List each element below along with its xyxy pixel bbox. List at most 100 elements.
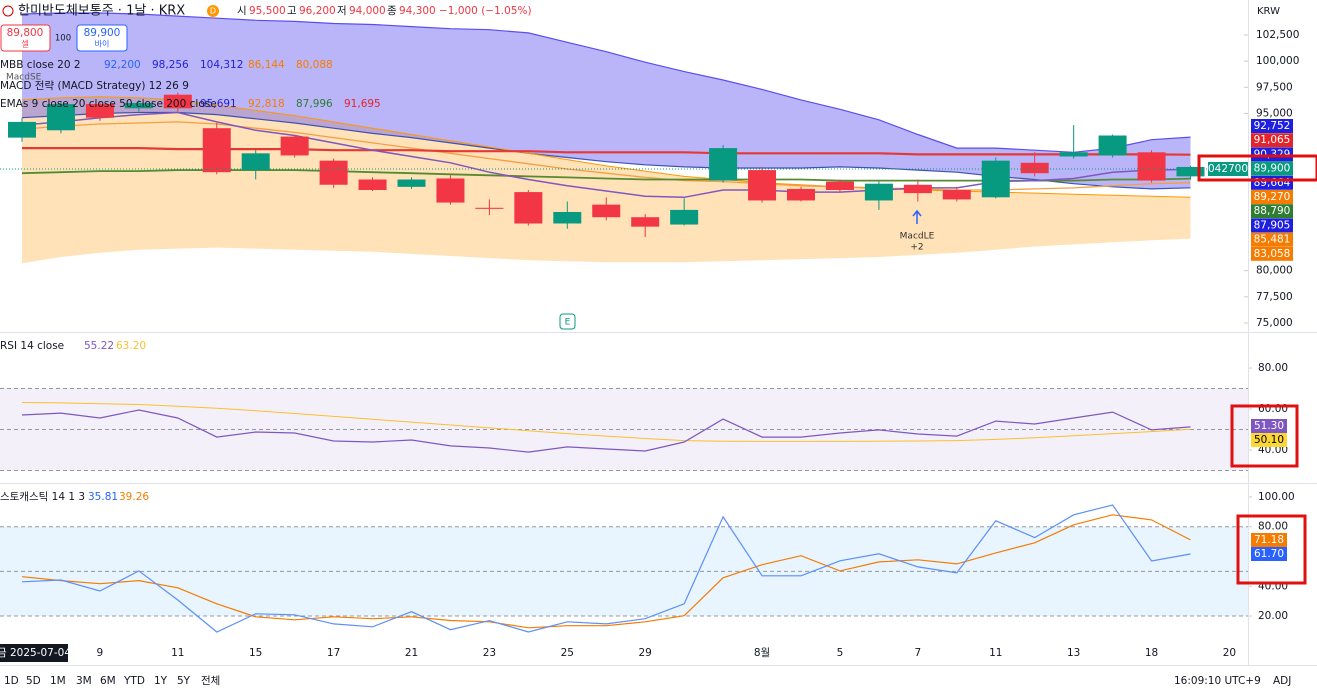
candle-body xyxy=(8,121,36,138)
x-tick-label: 금 2025-07-04 xyxy=(0,647,71,659)
adj-button[interactable]: ADJ xyxy=(1273,675,1291,687)
price-badge xyxy=(1251,232,1293,247)
signal-long: MacdLE xyxy=(900,232,935,242)
price-badge xyxy=(1251,246,1293,261)
symbol: 한미반도체보통주 · 1날 · KRX xyxy=(18,4,185,19)
stoch-pane xyxy=(0,504,1248,633)
envelope-band xyxy=(22,96,1191,264)
candle-body xyxy=(85,104,114,118)
ohlc-label: 저 xyxy=(337,5,347,17)
x-tick-label: 11 xyxy=(171,647,184,659)
rsi-pane xyxy=(0,388,1248,471)
bb-upper xyxy=(21,12,1191,153)
price-badge-label: 89,270 xyxy=(1254,191,1291,203)
stoch-d xyxy=(21,514,1191,629)
range-button[interactable]: 1M xyxy=(50,675,66,687)
ohlc-value: 95,500 xyxy=(249,5,286,17)
price-badge xyxy=(1251,204,1293,219)
legend-value: 39.26 xyxy=(119,491,149,503)
y-tick-label: 20.00 xyxy=(1258,610,1288,622)
osc-badge-label: 61.70 xyxy=(1254,548,1284,560)
osc-badge xyxy=(1251,533,1287,547)
x-tick-label: 25 xyxy=(561,647,574,659)
range-button[interactable]: 5Y xyxy=(177,675,191,687)
x-tick-label: 18 xyxy=(1145,647,1158,659)
buy-price: 89,900 xyxy=(84,27,121,39)
earnings-label: E xyxy=(565,318,571,328)
candle-body xyxy=(748,170,777,201)
candle-body xyxy=(709,148,738,181)
candle-body xyxy=(1176,166,1205,177)
clock: 16:09:10 UTC+9 xyxy=(1174,675,1261,687)
legend-value: 95,691 xyxy=(200,98,237,110)
x-tick-label: 8월 xyxy=(754,647,770,659)
legend: EMAs 9 close 20 close 50 close 200 close xyxy=(0,98,217,110)
range-button[interactable]: 3M xyxy=(76,675,92,687)
candle-body xyxy=(1020,162,1049,174)
stoch-k xyxy=(21,504,1191,633)
range-button[interactable]: 1D xyxy=(4,675,19,687)
highlight-box xyxy=(1197,154,1317,182)
overlay: 102,500100,00097,50095,00080,00077,50075… xyxy=(0,4,1299,687)
candle-body xyxy=(942,189,971,200)
y-tick-label: 80.00 xyxy=(1258,521,1288,533)
sell-button[interactable] xyxy=(0,24,51,52)
candle-body xyxy=(631,217,660,227)
signal-short: MacdSE xyxy=(6,73,42,83)
price-badge xyxy=(1251,190,1293,204)
candle-body xyxy=(475,207,504,209)
x-tick-label: 13 xyxy=(1067,647,1080,659)
candle-body xyxy=(903,184,932,194)
buy-button[interactable] xyxy=(76,24,128,52)
rsi-line xyxy=(21,409,1191,453)
legend-value: 98,256 xyxy=(152,59,189,71)
x-tick-label: 5 xyxy=(837,647,844,659)
candle-body xyxy=(864,183,893,201)
y-tick-label: 100,000 xyxy=(1256,55,1299,67)
date-cursor-bg xyxy=(0,644,68,662)
legend-value: 63.20 xyxy=(116,340,146,352)
range-button[interactable]: 5D xyxy=(26,675,41,687)
y-tick-label: 77,500 xyxy=(1256,291,1293,303)
osc-badge xyxy=(1251,419,1287,433)
price-pane xyxy=(0,12,1248,324)
y-tick-label: 100.00 xyxy=(1258,491,1295,503)
highlight-box xyxy=(1236,514,1307,585)
earnings-badge xyxy=(559,313,576,330)
legend-value: 104,312 xyxy=(200,59,243,71)
range-button[interactable]: 1Y xyxy=(154,675,168,687)
osc-badge-label: 51.30 xyxy=(1254,420,1284,432)
signal-arrow xyxy=(912,209,922,224)
osc-badge-label: 71.18 xyxy=(1254,534,1284,546)
candle-body xyxy=(397,179,426,187)
legend-value: 55.22 xyxy=(84,340,114,352)
signal-qty: +2 xyxy=(910,243,923,253)
ohlc-value: 94,300 xyxy=(399,5,436,17)
candle-body xyxy=(553,211,582,224)
x-tick-label: 15 xyxy=(249,647,262,659)
candle-body xyxy=(1098,135,1127,156)
range-button[interactable]: YTD xyxy=(123,675,145,687)
candle-body xyxy=(825,181,854,190)
price-badge-label: 88,790 xyxy=(1254,205,1291,217)
x-tick-label: 29 xyxy=(639,647,652,659)
price-badge xyxy=(1251,147,1293,162)
price-badge-label: 85,481 xyxy=(1254,234,1291,246)
candle-body xyxy=(124,103,153,109)
candle-body xyxy=(981,160,1010,198)
legend: MACD 전략 (MACD Strategy) 12 26 9 xyxy=(0,80,189,92)
legend: MBB close 20 2 xyxy=(0,59,81,71)
x-tick-label: 7 xyxy=(915,647,922,659)
y-tick-label: 75,000 xyxy=(1256,317,1293,329)
x-tick-label: 21 xyxy=(405,647,418,659)
candle-body xyxy=(1137,152,1166,181)
change: −1,000 (−1.05%) xyxy=(439,5,532,17)
ohlc-value: 96,200 xyxy=(299,5,336,17)
range-button[interactable]: 전체 xyxy=(201,675,220,687)
candle-body xyxy=(1059,152,1088,157)
countdown-badge xyxy=(1208,162,1248,176)
legend-value: 91,695 xyxy=(344,98,381,110)
range-button[interactable]: 6M xyxy=(100,675,116,687)
legend-value: 87,996 xyxy=(296,98,333,110)
sell-label: 셀 xyxy=(21,39,28,49)
